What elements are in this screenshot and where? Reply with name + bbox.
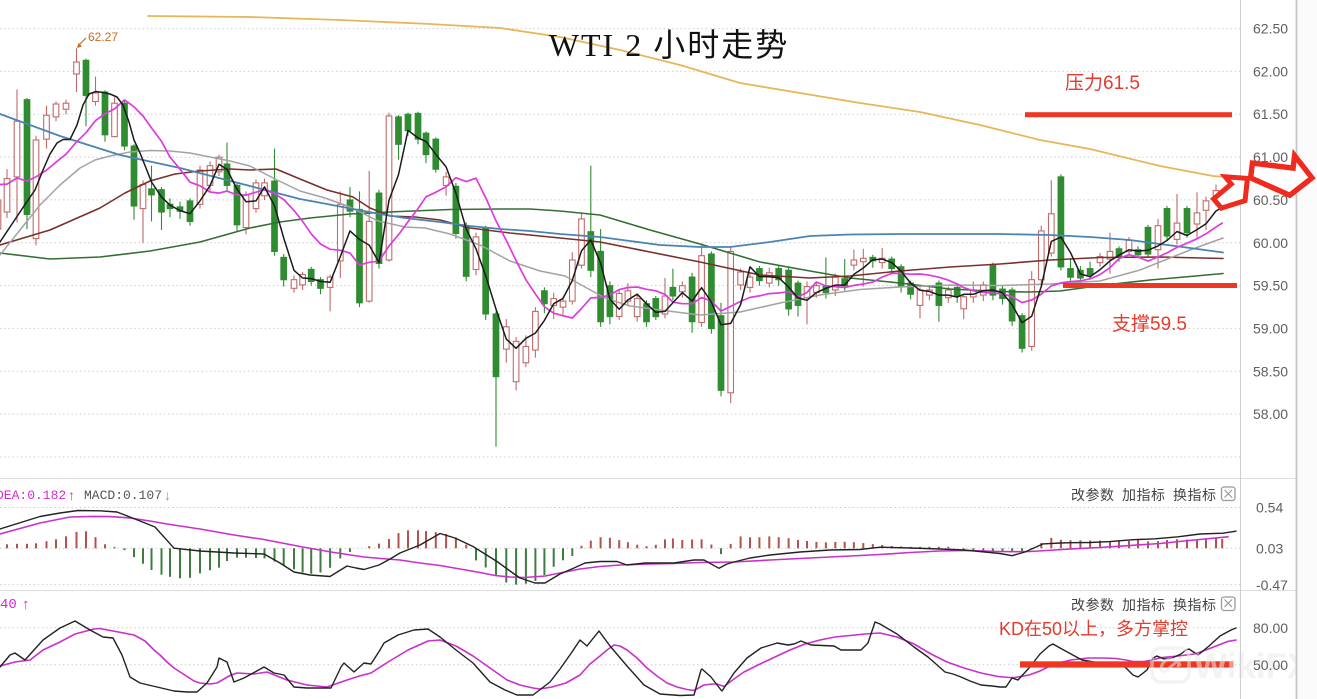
svg-text:改参数: 改参数: [1071, 597, 1115, 613]
svg-text:加指标: 加指标: [1122, 487, 1166, 503]
svg-text:0.54: 0.54: [1256, 500, 1283, 516]
svg-text:KD在50以上，多方掌控: KD在50以上，多方掌控: [999, 619, 1188, 639]
svg-text:60.00: 60.00: [1253, 235, 1288, 251]
svg-text:60.50: 60.50: [1253, 192, 1288, 208]
svg-text:改参数: 改参数: [1071, 487, 1115, 503]
svg-text:换指标: 换指标: [1173, 487, 1217, 503]
svg-text:DEA:0.182: DEA:0.182: [0, 488, 66, 503]
svg-text:↑: ↑: [22, 596, 30, 613]
svg-text:0.03: 0.03: [1256, 540, 1283, 556]
svg-text:MACD:0.107: MACD:0.107: [84, 488, 162, 503]
svg-text:压力61.5: 压力61.5: [1065, 72, 1140, 94]
svg-text:↑: ↑: [68, 487, 75, 503]
svg-text:62.50: 62.50: [1253, 21, 1288, 37]
svg-text:58.00: 58.00: [1253, 406, 1288, 422]
svg-text:80.00: 80.00: [1253, 620, 1288, 636]
svg-text:59.00: 59.00: [1253, 320, 1288, 336]
svg-text:40: 40: [0, 597, 17, 613]
svg-text:WikiFX: WikiFX: [1194, 647, 1311, 686]
svg-text:61.50: 61.50: [1253, 106, 1288, 122]
svg-text:59.50: 59.50: [1253, 278, 1288, 294]
svg-text:50.00: 50.00: [1253, 657, 1288, 673]
svg-text:58.50: 58.50: [1253, 363, 1288, 379]
svg-text:加指标: 加指标: [1122, 597, 1166, 613]
svg-text:支撑59.5: 支撑59.5: [1112, 313, 1187, 335]
svg-text:WikiFX: WikiFX: [1194, 647, 1311, 686]
svg-text:61.00: 61.00: [1253, 149, 1288, 165]
svg-text:↓: ↓: [164, 487, 171, 503]
svg-text:62.27: 62.27: [88, 30, 118, 44]
svg-text:换指标: 换指标: [1173, 597, 1217, 613]
svg-text:62.00: 62.00: [1253, 63, 1288, 79]
svg-text:WTI 2 小时走势: WTI 2 小时走势: [549, 27, 789, 63]
svg-text:-0.47: -0.47: [1256, 577, 1288, 593]
